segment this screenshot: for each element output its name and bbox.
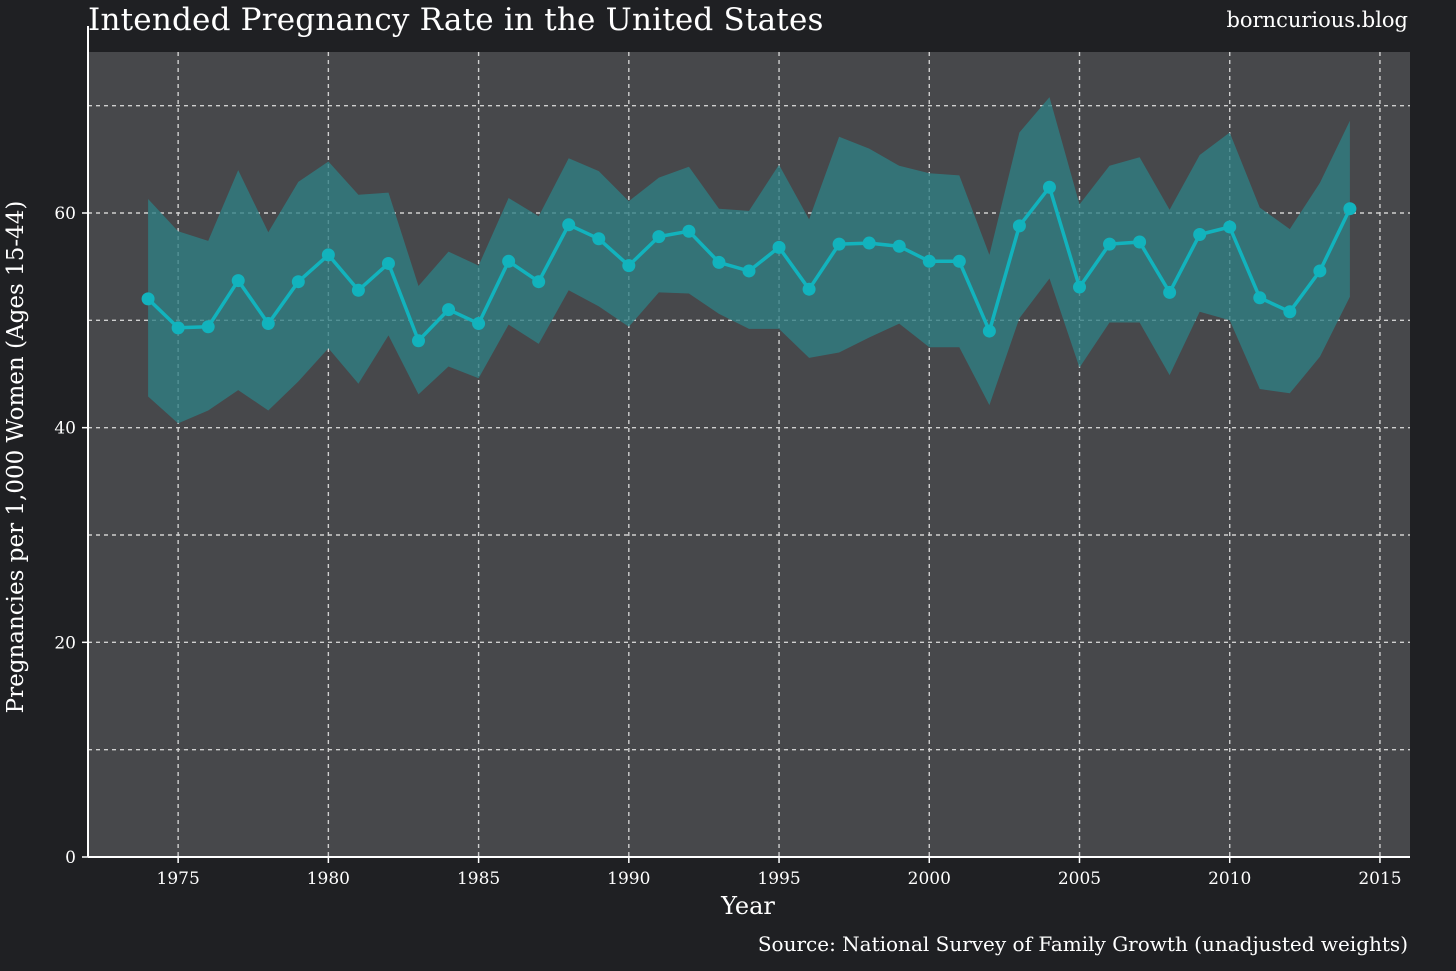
data-point-2005 (1073, 280, 1086, 294)
data-point-2013 (1313, 264, 1327, 278)
confidence-band (148, 97, 1350, 424)
data-point-1994 (742, 264, 756, 278)
data-point-1984 (442, 303, 456, 317)
data-point-1978 (261, 317, 275, 331)
data-point-1987 (532, 275, 546, 289)
data-point-1980 (321, 248, 335, 262)
data-point-2003 (1012, 219, 1026, 233)
x-tick-label-2015: 2015 (1358, 869, 1401, 889)
data-point-2010 (1223, 220, 1237, 234)
source-note: Source: National Survey of Family Growth… (757, 932, 1408, 956)
y-tick-label-40: 40 (54, 419, 76, 439)
data-point-2006 (1103, 237, 1117, 251)
data-point-1990 (622, 259, 636, 273)
y-tick-label-20: 20 (54, 633, 76, 653)
data-points (141, 180, 1357, 348)
x-tick-label-1990: 1990 (607, 869, 650, 889)
x-tick-label-1975: 1975 (157, 869, 200, 889)
data-point-1993 (712, 255, 726, 269)
data-point-1985 (472, 317, 486, 331)
data-point-1995 (772, 240, 786, 254)
data-point-1981 (351, 283, 365, 297)
axes (82, 26, 1410, 863)
data-point-2007 (1133, 235, 1147, 249)
x-tick-label-2005: 2005 (1058, 869, 1101, 889)
data-point-1976 (201, 320, 215, 334)
grid-lines (88, 52, 1410, 857)
data-point-1975 (171, 321, 185, 335)
y-tick-label-60: 60 (54, 204, 76, 224)
data-point-2002 (982, 324, 996, 338)
data-point-1977 (231, 274, 245, 288)
site-watermark: borncurious.blog (1226, 8, 1408, 32)
x-tick-label-1985: 1985 (457, 869, 500, 889)
data-point-1998 (862, 236, 876, 250)
x-tick-label-2010: 2010 (1208, 869, 1251, 889)
chart-title: Intended Pregnancy Rate in the United St… (88, 2, 824, 38)
tick-labels: 1975 1980 1985 1990 1995 2000 2005 2010 2015 0 20 4… (54, 204, 1401, 889)
data-point-1991 (652, 230, 666, 244)
x-tick-label-1980: 1980 (307, 869, 350, 889)
data-point-1992 (682, 224, 696, 238)
data-point-1989 (592, 232, 606, 246)
data-point-1982 (381, 256, 395, 270)
data-point-2001 (952, 254, 966, 268)
data-point-2009 (1193, 227, 1207, 241)
x-axis-label: Year (721, 892, 775, 920)
data-point-1997 (832, 237, 846, 251)
data-point-2011 (1253, 291, 1267, 305)
data-point-2014 (1343, 202, 1357, 216)
x-tick-label-1995: 1995 (757, 869, 800, 889)
data-point-1979 (291, 275, 305, 289)
x-tick-label-2000: 2000 (908, 869, 951, 889)
data-point-2000 (922, 254, 936, 268)
data-point-1983 (412, 334, 425, 348)
data-point-2012 (1283, 305, 1297, 319)
y-tick-label-0: 0 (65, 848, 76, 868)
data-point-1974 (141, 292, 155, 306)
data-point-2008 (1163, 285, 1177, 299)
data-point-1988 (562, 218, 576, 232)
data-point-2004 (1042, 180, 1056, 194)
data-point-1986 (502, 254, 516, 268)
data-point-1999 (892, 239, 906, 253)
data-point-1996 (802, 282, 816, 296)
